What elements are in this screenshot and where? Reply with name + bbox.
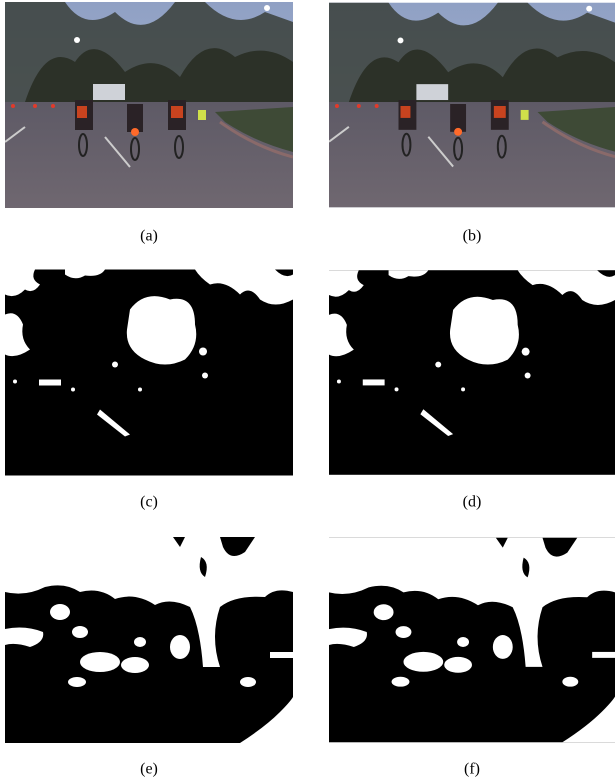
mask-panel bbox=[329, 270, 615, 475]
photo-panel bbox=[5, 2, 293, 208]
mask-panel bbox=[5, 537, 293, 743]
caption: (c) bbox=[140, 494, 158, 511]
photo-panel bbox=[329, 3, 615, 208]
page: {"figure": {"captions": ["(a)", "(b)", "… bbox=[0, 0, 615, 784]
caption: (e) bbox=[140, 761, 158, 778]
caption: (d) bbox=[463, 494, 482, 511]
figure: (a) (b) (c) (d) (e) (f) bbox=[0, 0, 615, 784]
mask-panel bbox=[5, 270, 293, 476]
caption: (b) bbox=[463, 228, 482, 245]
caption: (a) bbox=[140, 228, 158, 245]
caption: (f) bbox=[464, 761, 480, 778]
mask-panel bbox=[329, 538, 615, 743]
